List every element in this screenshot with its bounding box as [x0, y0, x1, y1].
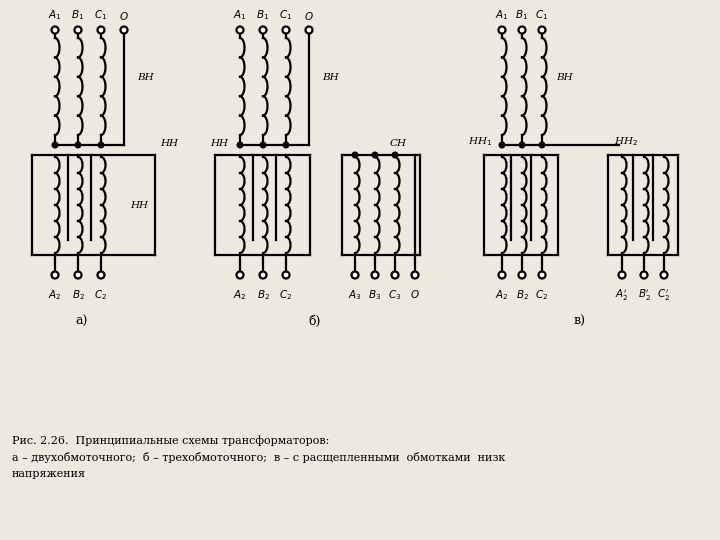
Text: Рис. 2.26.  Принципиальные схемы трансформаторов:: Рис. 2.26. Принципиальные схемы трансфор… [12, 435, 329, 446]
Text: $A_1$: $A_1$ [233, 8, 247, 22]
Circle shape [282, 272, 289, 279]
Circle shape [372, 272, 379, 279]
Circle shape [97, 272, 104, 279]
Circle shape [305, 26, 312, 33]
Text: в): в) [574, 315, 586, 328]
Text: напряжения: напряжения [12, 469, 86, 479]
Text: $O$: $O$ [119, 10, 129, 22]
Text: НН: НН [130, 200, 148, 210]
Circle shape [392, 272, 398, 279]
Circle shape [498, 26, 505, 33]
Circle shape [97, 26, 104, 33]
Text: $A_2$: $A_2$ [48, 288, 62, 302]
Text: $C_2$: $C_2$ [536, 288, 549, 302]
Text: $A_2$: $A_2$ [495, 288, 509, 302]
Text: б): б) [309, 315, 321, 328]
Text: $B_2'$: $B_2'$ [637, 288, 650, 303]
Circle shape [74, 26, 81, 33]
Text: $A_2'$: $A_2'$ [616, 288, 629, 303]
Text: $A_2$: $A_2$ [233, 288, 247, 302]
Circle shape [498, 272, 505, 279]
Circle shape [282, 26, 289, 33]
Circle shape [98, 142, 104, 148]
Text: $O$: $O$ [304, 10, 314, 22]
Circle shape [518, 272, 526, 279]
Text: НН$_2$: НН$_2$ [614, 135, 638, 148]
Circle shape [260, 142, 266, 148]
Text: ВН: ВН [322, 73, 338, 83]
Text: ВН: ВН [137, 73, 153, 83]
Text: $C_1$: $C_1$ [279, 8, 292, 22]
Circle shape [352, 152, 358, 158]
Text: $B_1$: $B_1$ [256, 8, 269, 22]
Text: $B_2$: $B_2$ [71, 288, 84, 302]
Text: $B_3$: $B_3$ [369, 288, 382, 302]
Circle shape [52, 272, 58, 279]
Text: а): а) [76, 315, 88, 328]
Circle shape [120, 26, 127, 33]
Circle shape [283, 142, 289, 148]
Text: $B_2$: $B_2$ [516, 288, 528, 302]
Circle shape [660, 272, 667, 279]
Text: $B_1$: $B_1$ [516, 8, 528, 22]
Circle shape [539, 272, 546, 279]
Circle shape [392, 152, 397, 158]
Circle shape [236, 272, 243, 279]
Circle shape [518, 26, 526, 33]
Text: ВН: ВН [556, 73, 572, 83]
Text: $A_3$: $A_3$ [348, 288, 362, 302]
Text: $B_1$: $B_1$ [71, 8, 84, 22]
Text: $C_1$: $C_1$ [94, 8, 107, 22]
Circle shape [539, 142, 545, 148]
Circle shape [499, 142, 505, 148]
Circle shape [237, 142, 243, 148]
Circle shape [52, 26, 58, 33]
Text: $O$: $O$ [410, 288, 420, 300]
Circle shape [74, 272, 81, 279]
Circle shape [618, 272, 626, 279]
Text: $C_2$: $C_2$ [279, 288, 292, 302]
Text: $A_1$: $A_1$ [495, 8, 509, 22]
Circle shape [259, 272, 266, 279]
Circle shape [539, 26, 546, 33]
Text: СН: СН [390, 139, 407, 148]
Text: $C_2'$: $C_2'$ [657, 288, 670, 303]
Text: НН: НН [210, 139, 228, 148]
Circle shape [259, 26, 266, 33]
Text: $C_3$: $C_3$ [388, 288, 402, 302]
Text: НН: НН [160, 139, 178, 148]
Circle shape [412, 272, 418, 279]
Circle shape [519, 142, 525, 148]
Circle shape [53, 142, 58, 148]
Text: а – двухобмоточного;  б – трехобмоточного;  в – с расщепленными  обмотками  низк: а – двухобмоточного; б – трехобмоточного… [12, 452, 505, 463]
Circle shape [236, 26, 243, 33]
Text: $B_2$: $B_2$ [256, 288, 269, 302]
Text: $A_1$: $A_1$ [48, 8, 62, 22]
Text: $C_1$: $C_1$ [536, 8, 549, 22]
Text: $C_2$: $C_2$ [94, 288, 107, 302]
Circle shape [372, 152, 378, 158]
Circle shape [641, 272, 647, 279]
Circle shape [351, 272, 359, 279]
Circle shape [75, 142, 81, 148]
Text: НН$_1$: НН$_1$ [468, 135, 492, 148]
